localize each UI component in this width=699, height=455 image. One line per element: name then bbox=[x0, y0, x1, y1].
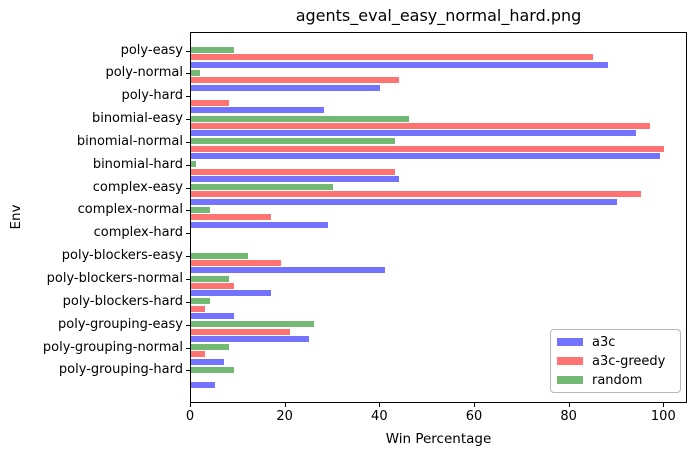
y-tick-complex-easy bbox=[186, 187, 190, 189]
bar-a3c-binomial-easy bbox=[191, 130, 636, 137]
y-tick-label-complex-easy: complex-easy bbox=[92, 179, 183, 195]
bar-random-binomial-hard bbox=[191, 161, 196, 168]
bar-a3c-greedy-binomial-easy bbox=[191, 122, 651, 129]
legend-swatch-random bbox=[557, 376, 583, 384]
y-tick-poly-grouping-normal bbox=[186, 347, 190, 349]
bar-a3c-poly-grouping-normal bbox=[191, 358, 225, 365]
x-tick-100 bbox=[663, 403, 665, 407]
bar-a3c-greedy-poly-grouping-easy bbox=[191, 328, 291, 335]
x-tick-label-60: 60 bbox=[465, 409, 483, 424]
y-tick-poly-grouping-easy bbox=[186, 324, 190, 326]
legend-swatch-a3c bbox=[557, 338, 583, 346]
legend-entry-a3c-greedy: a3c-greedy bbox=[557, 354, 674, 369]
bar-random-complex-easy bbox=[191, 184, 333, 191]
y-tick-label-poly-hard: poly-hard bbox=[121, 88, 183, 104]
y-tick-binomial-hard bbox=[186, 164, 190, 166]
y-tick-label-poly-blockers-normal: poly-blockers-normal bbox=[46, 271, 183, 286]
y-tick-poly-blockers-hard bbox=[186, 301, 190, 303]
x-tick-label-100: 100 bbox=[650, 409, 676, 424]
y-tick-label-poly-grouping-easy: poly-grouping-easy bbox=[58, 316, 183, 332]
y-tick-poly-easy bbox=[186, 50, 190, 52]
y-tick-label-poly-blockers-easy: poly-blockers-easy bbox=[61, 248, 183, 264]
bar-a3c-greedy-poly-blockers-hard bbox=[191, 305, 206, 312]
legend: a3c a3c-greedy random bbox=[550, 329, 681, 393]
y-tick-complex-hard bbox=[186, 233, 190, 235]
y-tick-label-binomial-easy: binomial-easy bbox=[91, 111, 183, 127]
bar-random-complex-normal bbox=[191, 206, 210, 213]
x-tick-label-80: 80 bbox=[560, 409, 577, 424]
y-tick-label-poly-blockers-hard: poly-blockers-hard bbox=[62, 293, 183, 309]
chart-title: agents_eval_easy_normal_hard.png bbox=[295, 6, 582, 25]
y-tick-poly-grouping-hard bbox=[186, 370, 190, 372]
bar-a3c-greedy-complex-normal bbox=[191, 214, 272, 221]
x-tick-label-20: 20 bbox=[276, 409, 293, 424]
bar-a3c-binomial-hard bbox=[191, 175, 400, 182]
x-tick-0 bbox=[190, 403, 191, 407]
bar-a3c-poly-easy bbox=[191, 61, 608, 68]
y-tick-label-poly-grouping-normal: poly-grouping-normal bbox=[42, 339, 183, 355]
bar-a3c-poly-blockers-hard bbox=[191, 313, 234, 320]
y-tick-label-poly-easy: poly-easy bbox=[120, 42, 183, 58]
y-tick-label-binomial-normal: binomial-normal bbox=[76, 133, 183, 149]
x-tick-20 bbox=[284, 403, 286, 407]
bar-random-poly-blockers-hard bbox=[191, 298, 210, 305]
y-tick-complex-normal bbox=[186, 210, 190, 212]
bar-random-poly-grouping-hard bbox=[191, 366, 234, 373]
x-tick-80 bbox=[568, 403, 570, 407]
y-tick-poly-hard bbox=[186, 96, 190, 98]
x-axis-label: Win Percentage bbox=[385, 431, 492, 447]
legend-label-a3c-greedy: a3c-greedy bbox=[592, 353, 666, 369]
x-tick-label-40: 40 bbox=[371, 409, 388, 424]
bar-a3c-poly-blockers-normal bbox=[191, 290, 272, 297]
bar-random-poly-grouping-normal bbox=[191, 344, 229, 351]
bar-random-poly-easy bbox=[191, 47, 234, 53]
legend-entry-a3c: a3c bbox=[557, 335, 674, 350]
legend-label-a3c: a3c bbox=[592, 334, 616, 350]
bar-a3c-greedy-poly-blockers-normal bbox=[191, 282, 234, 289]
bar-a3c-greedy-complex-easy bbox=[191, 191, 641, 198]
bar-random-poly-blockers-normal bbox=[191, 275, 229, 282]
bar-a3c-poly-grouping-easy bbox=[191, 335, 310, 342]
y-tick-label-poly-normal: poly-normal bbox=[105, 65, 183, 81]
bar-random-binomial-normal bbox=[191, 138, 395, 145]
bar-a3c-poly-normal bbox=[191, 84, 381, 91]
bar-a3c-greedy-poly-grouping-normal bbox=[191, 351, 206, 358]
bar-a3c-greedy-poly-hard bbox=[191, 100, 229, 106]
legend-label-random: random bbox=[592, 372, 643, 388]
y-tick-label-complex-normal: complex-normal bbox=[77, 202, 183, 218]
y-tick-label-binomial-hard: binomial-hard bbox=[92, 156, 183, 172]
bar-a3c-poly-grouping-hard bbox=[191, 381, 215, 388]
bar-random-poly-blockers-easy bbox=[191, 252, 248, 259]
bar-random-poly-normal bbox=[191, 69, 201, 76]
bar-a3c-greedy-poly-normal bbox=[191, 77, 400, 84]
legend-swatch-a3c-greedy bbox=[557, 357, 583, 365]
bar-a3c-binomial-normal bbox=[191, 153, 660, 160]
bar-a3c-complex-normal bbox=[191, 221, 329, 228]
y-tick-poly-blockers-easy bbox=[186, 256, 190, 258]
legend-entry-random: random bbox=[557, 373, 674, 388]
bar-a3c-greedy-poly-easy bbox=[191, 54, 594, 61]
bar-a3c-poly-hard bbox=[191, 107, 324, 114]
bar-random-poly-grouping-easy bbox=[191, 321, 315, 328]
y-tick-label-complex-hard: complex-hard bbox=[93, 225, 183, 241]
bar-a3c-greedy-binomial-hard bbox=[191, 168, 395, 175]
bar-a3c-poly-blockers-easy bbox=[191, 267, 386, 274]
bar-a3c-greedy-binomial-normal bbox=[191, 145, 665, 152]
x-tick-60 bbox=[474, 403, 475, 407]
bar-a3c-greedy-poly-blockers-easy bbox=[191, 259, 281, 266]
y-tick-binomial-normal bbox=[186, 141, 190, 143]
bar-a3c-complex-easy bbox=[191, 198, 617, 205]
y-tick-poly-blockers-normal bbox=[186, 279, 190, 280]
y-tick-binomial-easy bbox=[186, 119, 190, 121]
y-tick-poly-normal bbox=[186, 73, 190, 75]
x-tick-40 bbox=[379, 403, 381, 407]
x-tick-label-0: 0 bbox=[185, 409, 195, 424]
y-tick-label-poly-grouping-hard: poly-grouping-hard bbox=[58, 362, 183, 378]
bar-random-binomial-easy bbox=[191, 115, 409, 122]
